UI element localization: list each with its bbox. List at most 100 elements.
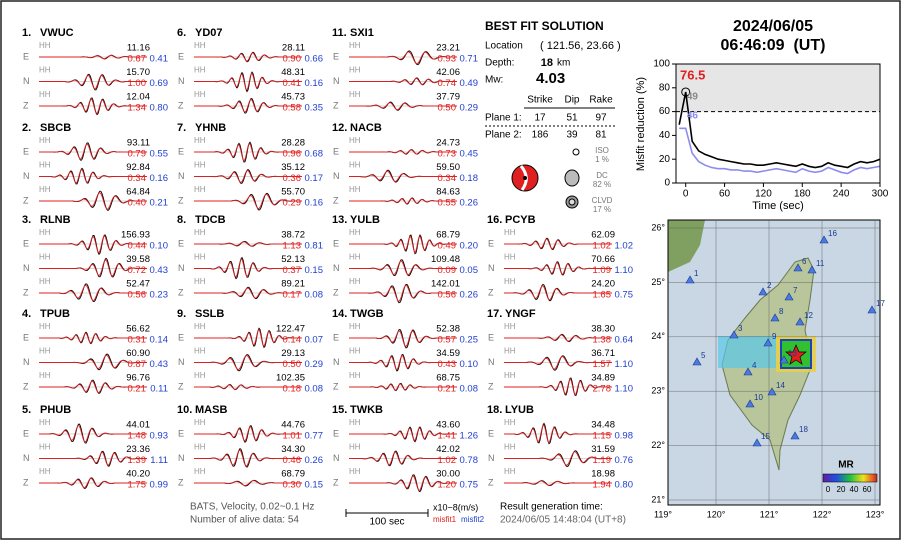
amplitude: 34.48 [591, 420, 615, 431]
misfit2: 0.66 [305, 54, 324, 65]
misfit2: 0.41 [150, 54, 169, 65]
station-name: PHUB [40, 404, 71, 416]
misfit2: 0.26 [460, 198, 479, 209]
instrument: HH [194, 253, 206, 262]
synthetic-waveform [349, 149, 457, 155]
station-label: 5 [701, 351, 706, 360]
misfit1: 0.67 [128, 54, 147, 65]
misfit1: 0.79 [128, 149, 147, 160]
location-label: Location [485, 41, 523, 52]
misfit1: 1.75 [128, 480, 147, 491]
component: N [333, 171, 340, 181]
station-label: 11 [816, 259, 825, 268]
component: Z [178, 381, 184, 391]
misfit1: 0.90 [283, 54, 302, 65]
epicenter [785, 344, 807, 365]
misfit1: 1.57 [593, 359, 612, 370]
component: Z [178, 100, 184, 110]
misfit1: 0.34 [438, 173, 457, 184]
misfit1: 0.57 [438, 335, 457, 346]
misfit2: 0.69 [150, 78, 169, 89]
misfit1: 0.72 [128, 265, 147, 276]
amplitude: 44.76 [281, 420, 305, 431]
misfit2: 0.98 [615, 431, 634, 442]
component: N [23, 453, 30, 463]
component: N [23, 171, 30, 181]
station-name: TWGB [350, 308, 384, 320]
scale-label: 100 sec [369, 517, 404, 528]
misfit1: 2.78 [593, 384, 612, 395]
mw: 4.03 [536, 70, 565, 87]
synthetic-waveform [39, 380, 147, 393]
misfit2: 0.07 [305, 335, 324, 346]
component-name: CLVD [592, 196, 613, 205]
component-pct: 17 % [593, 205, 611, 214]
station-number: 15. [332, 404, 347, 416]
component: Z [178, 287, 184, 297]
station-label: 2 [767, 281, 772, 290]
station-marker [795, 317, 805, 326]
synthetic-waveform [194, 241, 302, 247]
synthetic-waveform [504, 285, 612, 301]
misfit1: 1.02 [593, 241, 612, 252]
misfit1: 1.13 [283, 241, 302, 252]
misfit2: 0.26 [460, 290, 479, 301]
station-marker [758, 287, 768, 296]
misfit-line [678, 91, 881, 169]
synthetic-waveform [39, 425, 147, 443]
station-marker [729, 330, 739, 339]
synthetic-waveform [194, 193, 302, 209]
station-name: YULB [350, 214, 380, 226]
station-number: 1. [22, 27, 31, 39]
x-tick-label: 180 [794, 189, 811, 200]
beachball-center [523, 176, 527, 180]
synthetic-waveform [349, 51, 457, 65]
station-marker [767, 387, 777, 396]
x-tick-label: 0 [683, 189, 689, 200]
map-frame [667, 219, 881, 506]
x-tick-label: 240 [833, 189, 850, 200]
y-tick-label: 80 [659, 82, 671, 93]
component: N [488, 357, 495, 367]
misfit1: 0.43 [438, 359, 457, 370]
instrument: HH [504, 443, 516, 452]
lon-label: 122° [813, 509, 832, 519]
date: 2024/06/05 [733, 18, 813, 35]
station-name: MASB [195, 404, 227, 416]
colorbar-label: 40 [850, 485, 859, 494]
gen-time: 2024/06/05 14:48:04 (UT+8) [500, 515, 626, 526]
station-label: 13 [788, 349, 797, 358]
station-marker [752, 438, 762, 447]
amplitude: 30.00 [436, 469, 460, 480]
amplitude: 64.84 [126, 187, 150, 198]
component: E [178, 146, 184, 156]
synthetic-waveform [349, 284, 457, 302]
misfit1: 0.21 [438, 384, 457, 395]
misfit2: 0.78 [460, 455, 479, 466]
misfit1: 0.09 [438, 265, 457, 276]
y-tick-label: 60 [659, 106, 671, 117]
misfit1: 0.58 [283, 103, 302, 114]
misfit2: 0.15 [305, 480, 324, 491]
amplitude: 93.11 [127, 138, 150, 149]
misfit1: 0.55 [438, 198, 457, 209]
component: E [178, 238, 184, 248]
component-name: DC [596, 171, 608, 180]
mw-label: Mw: [485, 75, 503, 86]
location: ( 121.56, 23.66 ) [540, 40, 621, 52]
colorbar [822, 473, 878, 483]
synthetic-waveform [39, 235, 147, 254]
table-header: Dip [564, 95, 579, 106]
station-number: 16. [487, 214, 502, 226]
amplitude: 68.79 [281, 469, 305, 480]
component: E [488, 332, 494, 342]
station-number: 7. [177, 122, 186, 134]
misfit1: 0.14 [283, 335, 302, 346]
instrument: HH [349, 228, 361, 237]
synthetic-waveform [194, 328, 302, 347]
colorbar-label: 20 [837, 485, 846, 494]
instrument: HH [194, 277, 206, 286]
component: N [333, 453, 340, 463]
amplitude: 52.47 [126, 279, 150, 290]
misfit1: 1.65 [593, 290, 612, 301]
